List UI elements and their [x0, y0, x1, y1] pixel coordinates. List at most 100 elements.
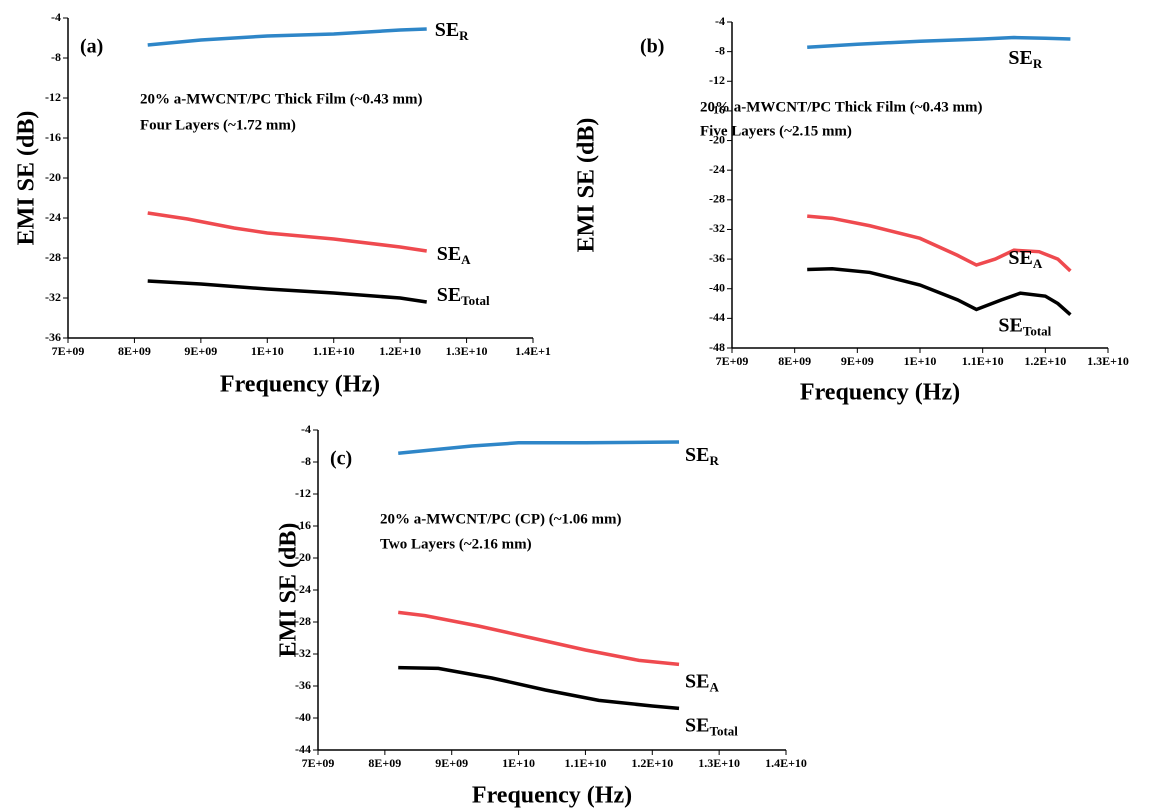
series-subscript: A [1033, 256, 1043, 271]
x-tick-label: 1.1E+10 [565, 756, 607, 770]
x-axis-title: Frequency (Hz) [220, 372, 380, 398]
series-line [398, 665, 680, 711]
y-axis-title: EMI SE (dB) [14, 111, 40, 246]
y-tick-label: -16 [295, 518, 311, 532]
series-subscript: Total [709, 723, 738, 738]
series-name: SE [1008, 247, 1032, 269]
y-tick-label: -36 [45, 330, 61, 344]
series-label: SEA [437, 243, 471, 267]
series-line [807, 35, 1071, 49]
series-label: SEA [685, 670, 719, 694]
series-label: SER [685, 444, 719, 468]
series-subscript: A [709, 679, 719, 694]
series-name: SE [685, 714, 709, 736]
x-tick-label: 1.1E+10 [313, 344, 355, 358]
y-tick-label: -28 [45, 250, 61, 264]
y-tick-label: -16 [45, 130, 61, 144]
y-tick-label: -16 [709, 103, 725, 117]
series-label: SETotal [685, 714, 738, 738]
y-tick-label: -32 [45, 290, 61, 304]
annotation: Five Layers (~2.15 mm) [700, 123, 852, 139]
x-tick-label: 1.2E+10 [379, 344, 421, 358]
x-tick-label: 1.3E+10 [446, 344, 488, 358]
y-tick-label: -24 [295, 582, 311, 596]
series-label: SEA [1008, 247, 1042, 271]
series-line [398, 610, 680, 667]
x-axis-title: Frequency (Hz) [800, 380, 960, 406]
x-tick-label: 1.3E+10 [1087, 354, 1129, 368]
series-line [807, 266, 1072, 316]
y-tick-label: -20 [45, 170, 61, 184]
x-axis-title: Frequency (Hz) [472, 783, 632, 809]
series-name: SE [1008, 47, 1032, 69]
series-name: SE [998, 314, 1022, 336]
y-tick-label: -8 [51, 50, 61, 64]
annotation: 20% a-MWCNT/PC (CP) (~1.06 mm) [380, 511, 622, 527]
series-name: SE [685, 670, 709, 692]
x-tick-label: 9E+09 [841, 354, 874, 368]
series-subscript: R [709, 453, 719, 468]
x-tick-label: 7E+09 [716, 354, 749, 368]
y-tick-label: -20 [295, 550, 311, 564]
series-label: SER [1008, 47, 1042, 71]
y-tick-label: -8 [715, 43, 725, 57]
series-label: SETotal [437, 284, 490, 308]
y-tick-label: -12 [709, 73, 725, 87]
y-tick-label: -4 [51, 10, 61, 24]
y-tick-label: -32 [295, 646, 311, 660]
x-tick-label: 1.3E+10 [698, 756, 740, 770]
y-tick-label: -4 [301, 422, 311, 436]
x-tick-label: 9E+09 [184, 344, 217, 358]
panel-label: (a) [80, 36, 103, 58]
y-tick-label: -36 [709, 251, 725, 265]
y-tick-label: -44 [709, 310, 725, 324]
y-tick-label: -4 [715, 14, 725, 28]
series-subscript: Total [1023, 324, 1052, 339]
series-label: SER [435, 19, 469, 43]
x-tick-label: 7E+09 [52, 344, 85, 358]
series-name: SE [437, 284, 461, 306]
x-tick-label: 1E+10 [502, 756, 535, 770]
x-tick-label: 1.1E+10 [962, 354, 1004, 368]
y-tick-label: -40 [295, 710, 311, 724]
x-tick-label: 1.2E+10 [1024, 354, 1066, 368]
y-tick-label: -32 [709, 221, 725, 235]
x-tick-label: 9E+09 [435, 756, 468, 770]
x-tick-label: 1E+10 [251, 344, 284, 358]
y-tick-label: -44 [295, 742, 311, 756]
y-tick-label: -8 [301, 454, 311, 468]
y-tick-label: -12 [45, 90, 61, 104]
panel-label: (c) [330, 448, 352, 470]
series-name: SE [685, 444, 709, 466]
series-line [398, 440, 680, 455]
series-subscript: A [461, 252, 471, 267]
annotation: 20% a-MWCNT/PC Thick Film (~0.43 mm) [140, 91, 423, 107]
y-tick-label: -20 [709, 132, 725, 146]
x-tick-label: 8E+09 [778, 354, 811, 368]
series-subscript: R [459, 28, 469, 43]
y-tick-label: -28 [295, 614, 311, 628]
series-subscript: R [1033, 56, 1043, 71]
y-tick-label: -24 [45, 210, 61, 224]
series-name: SE [435, 19, 459, 41]
series-line [807, 214, 1072, 273]
x-tick-label: 7E+09 [302, 756, 335, 770]
x-tick-label: 1.4E+1 [515, 344, 551, 358]
y-tick-label: -36 [295, 678, 311, 692]
y-tick-label: -24 [709, 162, 725, 176]
y-tick-label: -28 [709, 192, 725, 206]
series-line [147, 211, 427, 253]
y-axis-title: EMI SE (dB) [276, 523, 302, 658]
annotation: 20% a-MWCNT/PC Thick Film (~0.43 mm) [700, 99, 983, 115]
x-tick-label: 1.4E+10 [765, 756, 807, 770]
series-name: SE [437, 243, 461, 265]
panel-label: (b) [640, 36, 664, 58]
x-tick-label: 1.2E+10 [631, 756, 673, 770]
y-tick-label: -48 [709, 340, 725, 354]
annotation: Two Layers (~2.16 mm) [380, 536, 532, 552]
